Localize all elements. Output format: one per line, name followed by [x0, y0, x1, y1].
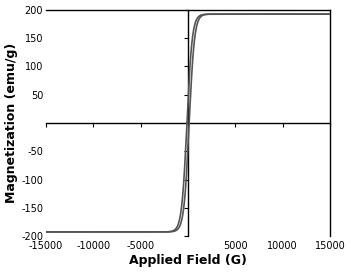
X-axis label: Applied Field (G): Applied Field (G) [129, 254, 247, 267]
Y-axis label: Magnetization (emu/g): Magnetization (emu/g) [5, 43, 19, 203]
